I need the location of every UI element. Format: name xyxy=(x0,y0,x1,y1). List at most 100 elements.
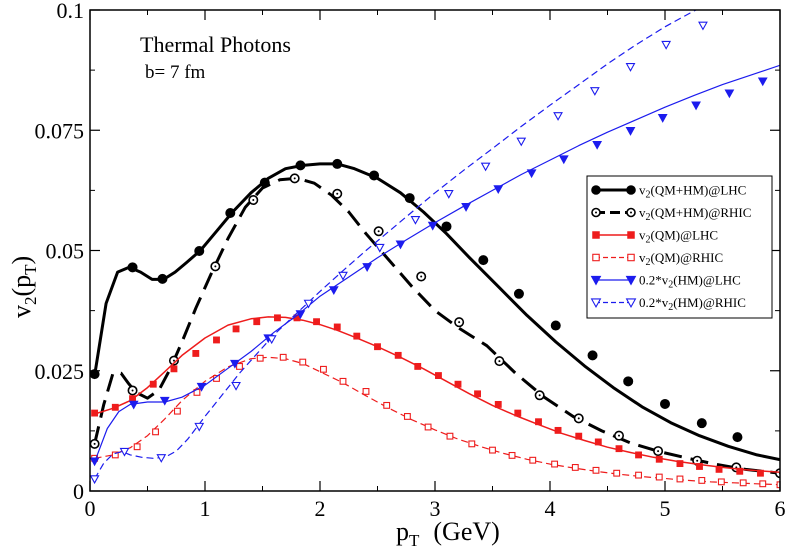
data-point-qm_lhc xyxy=(111,403,119,411)
data-point-qm_lhc xyxy=(554,426,562,434)
svg-text:v2(pT): v2(pT) xyxy=(7,256,40,318)
data-point-qmhm_lhc xyxy=(332,158,343,169)
data-point-hm_lhc xyxy=(657,114,668,123)
x-axis-title-main: p xyxy=(396,517,409,546)
data-point-qm_lhc xyxy=(535,418,542,426)
legend-label: v2(QM)@LHC xyxy=(639,228,718,246)
axis-ticks: 0 1 2 3 4 5 6 0 0.025 0.05 0.075 0.1 xyxy=(35,0,786,521)
legend-entry-qmhm_lhc: v2(QM+HM)@LHC xyxy=(591,183,747,201)
y-axis-title-main: v xyxy=(7,305,36,318)
data-point-qm_lhc xyxy=(494,400,502,408)
data-point-qmhm_rhic-dot xyxy=(618,434,620,437)
data-point-hm_lhc xyxy=(592,140,603,150)
x-axis-title: pT (GeV) xyxy=(396,517,500,550)
legend-label-sub: 2 xyxy=(668,280,673,291)
legend-label-sub: 2 xyxy=(646,235,651,246)
data-point-qm_lhc xyxy=(594,438,602,446)
data-point-qm_lhc xyxy=(91,409,99,417)
legend-entry-hm_lhc: 0.2*v2(HM)@LHC xyxy=(590,273,741,291)
legend-entry-qm_lhc: v2(QM)@LHC xyxy=(592,228,718,246)
legend-label-pre: v xyxy=(639,183,646,198)
data-point-qm_rhic xyxy=(339,377,347,385)
data-point-qmhm_rhic-dot xyxy=(458,321,461,324)
data-point-hm_rhic xyxy=(266,335,277,345)
data-point-qm_rhic xyxy=(571,464,579,471)
data-point-qm_lhc xyxy=(575,432,583,440)
series-line-hm_lhc xyxy=(94,64,780,463)
data-point-hm_rhic xyxy=(443,190,454,199)
data-point-qm_rhic xyxy=(635,471,642,479)
legend-label-post: (QM+HM)@LHC xyxy=(651,183,747,198)
data-point-qmhm_lhc xyxy=(194,245,205,256)
y-axis-title-close: ) xyxy=(7,256,36,265)
series-hm_rhic xyxy=(90,10,708,485)
data-point-qmhm_rhic-dot xyxy=(696,459,699,462)
series-hm_lhc xyxy=(90,64,780,467)
data-point-qm_rhic xyxy=(173,407,181,415)
data-point-hm_rhic xyxy=(516,137,527,147)
legend-entry-qm_rhic: v2(QM)@RHIC xyxy=(592,250,723,268)
data-point-qm_rhic xyxy=(468,440,476,448)
data-point-qmhm_lhc xyxy=(127,262,138,273)
data-point-hm_lhc xyxy=(328,286,339,296)
data-point-qmhm_rhic-dot xyxy=(657,450,660,453)
data-point-hm_rhic xyxy=(410,215,421,225)
data-point-qmhm_rhic-dot xyxy=(172,359,175,362)
data-point-hm_rhic xyxy=(231,381,241,391)
legend-marker-dot xyxy=(630,211,632,214)
legend-label: v2(QM+HM)@RHIC xyxy=(639,205,751,223)
data-point-qm_lhc xyxy=(474,390,481,398)
data-point-qmhm_rhic-dot xyxy=(577,417,580,420)
data-point-hm_rhic xyxy=(156,454,167,463)
data-point-qm_rhic xyxy=(489,446,496,454)
data-point-qm_rhic xyxy=(403,413,411,420)
legend-label-post: (QM+HM)@RHIC xyxy=(651,205,752,220)
legend-marker xyxy=(591,185,601,195)
data-point-qm_lhc xyxy=(253,318,261,326)
legend-label-pre: 0.2*v xyxy=(639,295,669,310)
data-point-qm_lhc xyxy=(615,445,623,453)
legend-marker xyxy=(592,253,600,262)
data-point-qm_lhc xyxy=(192,350,200,357)
data-point-hm_lhc xyxy=(295,310,306,320)
data-point-hm_rhic xyxy=(480,162,491,172)
data-point-qm_lhc xyxy=(149,380,157,388)
legend-marker xyxy=(627,253,635,262)
data-point-qmhm_lhc xyxy=(513,288,524,299)
data-point-qmhm_lhc xyxy=(157,273,168,284)
data-point-qm_lhc xyxy=(676,460,684,468)
data-point-qm_rhic xyxy=(424,423,432,431)
legend-label: v2(QM)@RHIC xyxy=(639,250,723,268)
data-point-qm_rhic xyxy=(279,353,287,361)
data-point-qm_lhc xyxy=(514,409,522,417)
data-point-qmhm_lhc xyxy=(295,160,306,171)
x-tick-label: 6 xyxy=(775,496,786,521)
data-point-qm_lhc xyxy=(757,469,764,477)
data-point-qm_lhc xyxy=(313,318,320,326)
data-point-qm_rhic xyxy=(613,469,621,477)
data-point-hm_lhc xyxy=(159,396,170,406)
legend-label-post: (HM)@LHC xyxy=(673,273,741,288)
data-point-hm_lhc xyxy=(625,127,636,136)
data-point-hm_lhc xyxy=(230,359,240,369)
data-point-qmhm_rhic-dot xyxy=(131,389,134,392)
data-point-hm_rhic xyxy=(698,21,708,31)
x-tick-label: 5 xyxy=(660,496,671,521)
legend-label-post: (HM)@RHIC xyxy=(673,295,746,310)
data-point-hm_lhc xyxy=(724,89,735,99)
data-point-hm_lhc xyxy=(558,155,569,165)
data-point-qmhm_lhc xyxy=(696,418,707,429)
data-point-hm_rhic xyxy=(374,243,385,253)
series-line-qmhm_rhic xyxy=(93,176,780,475)
legend-label-sub: 2 xyxy=(646,190,651,201)
data-point-hm_rhic xyxy=(661,40,672,50)
y-tick-label: 0 xyxy=(73,479,84,504)
data-point-qm_lhc xyxy=(414,362,422,370)
data-point-hm_lhc xyxy=(493,185,504,195)
legend-marker xyxy=(625,275,637,286)
data-point-hm_lhc xyxy=(461,203,471,212)
data-point-qm_lhc xyxy=(736,467,744,475)
data-point-qm_lhc xyxy=(454,380,462,388)
legend-label: 0.2*v2(HM)@LHC xyxy=(639,273,741,291)
